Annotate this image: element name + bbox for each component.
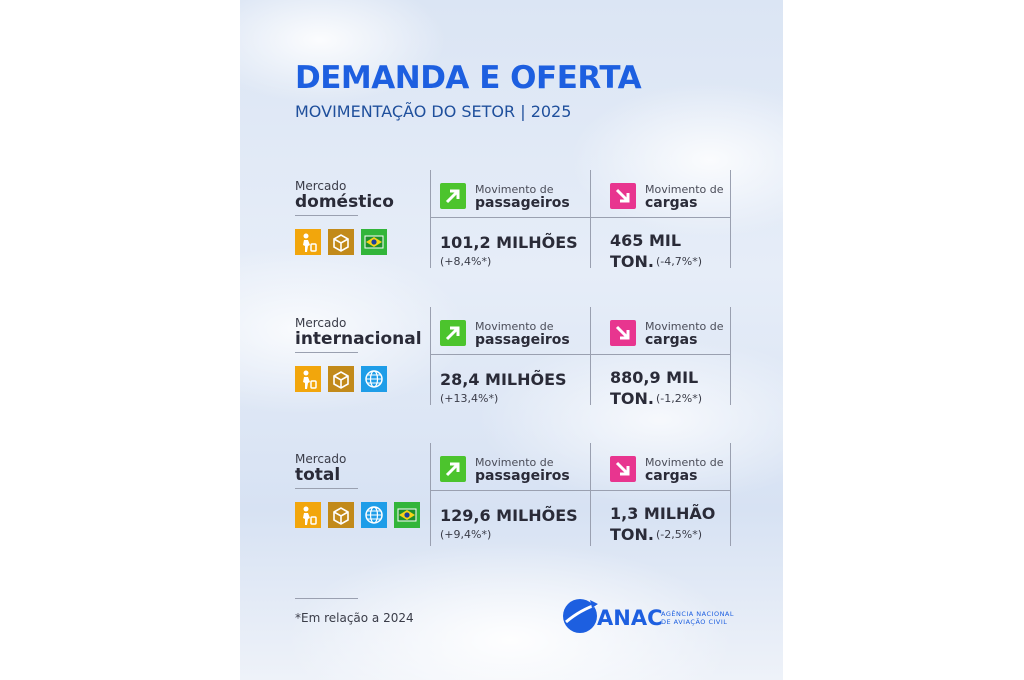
metric-title: passageiros: [475, 332, 570, 348]
column-divider: [730, 170, 731, 268]
market-name: total: [295, 465, 341, 485]
arrow-down-icon: [610, 320, 636, 346]
arrow-down-icon: [610, 456, 636, 482]
row-divider: [430, 354, 730, 355]
caption: Movimento de: [475, 320, 554, 333]
market-icon: [394, 502, 420, 528]
metric-title: passageiros: [475, 468, 570, 484]
footnote: *Em relação a 2024: [295, 611, 414, 625]
metric-value: 880,9 MIL: [610, 368, 699, 387]
market-icon: [328, 502, 354, 528]
metric-change: (-2,5%*): [656, 528, 702, 541]
metric-value: 129,6 MILHÕES: [440, 506, 578, 525]
metric-value: 28,4 MILHÕES: [440, 370, 567, 389]
subtitle: MOVIMENTAÇÃO DO SETOR | 2025: [295, 102, 572, 121]
column-divider: [430, 307, 431, 405]
row-divider: [430, 217, 730, 218]
market-icon: [295, 502, 321, 528]
metric-change: (+13,4%*): [440, 392, 499, 405]
column-divider: [430, 443, 431, 546]
market-icon: [328, 229, 354, 255]
infographic: DEMANDA E OFERTA MOVIMENTAÇÃO DO SETOR |…: [240, 0, 783, 680]
market-icon: [295, 366, 321, 392]
market-icon: [361, 229, 387, 255]
caption: Movimento de: [475, 456, 554, 469]
metric-title: cargas: [645, 332, 698, 348]
logo-line: AGÊNCIA NACIONAL: [661, 610, 735, 618]
column-divider: [590, 307, 591, 405]
metric-unit: TON.: [610, 252, 654, 271]
metric-title: cargas: [645, 195, 698, 211]
arrow-up-icon: [440, 183, 466, 209]
caption: Movimento de: [645, 320, 724, 333]
logo-line: DE AVIAÇÃO CIVIL: [661, 618, 728, 626]
market-icon: [295, 229, 321, 255]
arrow-up-icon: [440, 456, 466, 482]
footnote-rule: [295, 598, 358, 599]
column-divider: [730, 443, 731, 546]
row-divider: [430, 490, 730, 491]
column-divider: [730, 307, 731, 405]
market-icon: [361, 502, 387, 528]
market-icon: [328, 366, 354, 392]
caption: Movimento de: [475, 183, 554, 196]
metric-title: cargas: [645, 468, 698, 484]
caption: Movimento de: [645, 183, 724, 196]
title: DEMANDA E OFERTA: [295, 60, 642, 96]
market-label: Mercado: [295, 316, 347, 330]
metric-title: passageiros: [475, 195, 570, 211]
market-rule: [295, 488, 358, 489]
market-label: Mercado: [295, 452, 347, 466]
market-label: Mercado: [295, 179, 347, 193]
column-divider: [590, 443, 591, 546]
column-divider: [590, 170, 591, 268]
metric-unit: TON.: [610, 389, 654, 408]
metric-value: 101,2 MILHÕES: [440, 233, 578, 252]
column-divider: [430, 170, 431, 268]
logo-mark: [563, 599, 599, 633]
metric-change: (-1,2%*): [656, 392, 702, 405]
metric-unit: TON.: [610, 525, 654, 544]
market-rule: [295, 352, 358, 353]
market-icon: [361, 366, 387, 392]
metric-value: 465 MIL: [610, 231, 682, 250]
market-rule: [295, 215, 358, 216]
metric-change: (+9,4%*): [440, 528, 492, 541]
arrow-up-icon: [440, 320, 466, 346]
logo-name: ANAC: [597, 606, 663, 630]
metric-value: 1,3 MILHÃO: [610, 504, 716, 523]
metric-change: (-4,7%*): [656, 255, 702, 268]
metric-change: (+8,4%*): [440, 255, 492, 268]
market-name: doméstico: [295, 192, 394, 212]
arrow-down-icon: [610, 183, 636, 209]
caption: Movimento de: [645, 456, 724, 469]
market-name: internacional: [295, 329, 422, 349]
